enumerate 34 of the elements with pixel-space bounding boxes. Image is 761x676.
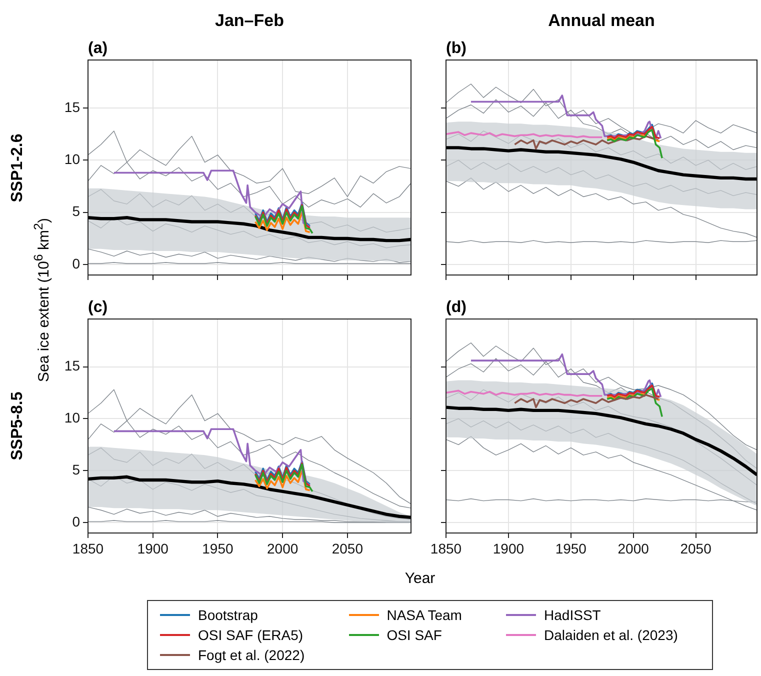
- x-tick-label: 1850: [430, 540, 462, 556]
- y-tick-label: 15: [64, 358, 80, 374]
- chart-title: Annual mean: [548, 11, 655, 31]
- y-tick-label: 0: [72, 255, 80, 272]
- x-tick-label: 1950: [555, 540, 587, 556]
- text: SSP5-8.5: [9, 392, 27, 460]
- chart-title: Jan–Feb: [215, 11, 284, 31]
- chart-subtitle: (c): [88, 299, 108, 317]
- x-tick-label: 2050: [332, 540, 364, 556]
- x-tick-label: 2000: [618, 540, 650, 556]
- chart-subtitle: (a): [88, 40, 108, 58]
- x-tick-label: 1900: [492, 540, 524, 556]
- x-tick-label: 1900: [137, 540, 169, 556]
- legend-label: HadISST: [544, 607, 601, 623]
- legend-label: Bootstrap: [198, 607, 258, 623]
- y-tick-label: 5: [72, 203, 80, 220]
- y-tick-label: 0: [72, 513, 80, 530]
- legend-label: OSI SAF: [386, 627, 442, 643]
- legend-label: NASA Team: [386, 607, 462, 623]
- chart-subtitle: (b): [446, 40, 466, 58]
- x-axis-title: Year: [404, 570, 436, 587]
- legend-label: Dalaiden et al. (2023): [544, 627, 678, 643]
- y-tick-label: 10: [64, 151, 80, 168]
- chart-subtitle: (d): [446, 299, 466, 317]
- y-tick-label: 5: [72, 462, 80, 478]
- x-tick-label: 2050: [680, 540, 712, 556]
- legend-label: OSI SAF (ERA5): [198, 627, 304, 643]
- x-tick-label: 1850: [72, 540, 104, 556]
- legend-label: Fogt et al. (2022): [198, 647, 305, 663]
- y-tick-label: 10: [64, 410, 80, 426]
- text: SSP1-2.6: [9, 133, 27, 202]
- x-tick-label: 2000: [267, 540, 298, 556]
- y-tick-label: 15: [64, 98, 80, 115]
- x-tick-label: 1950: [202, 540, 234, 556]
